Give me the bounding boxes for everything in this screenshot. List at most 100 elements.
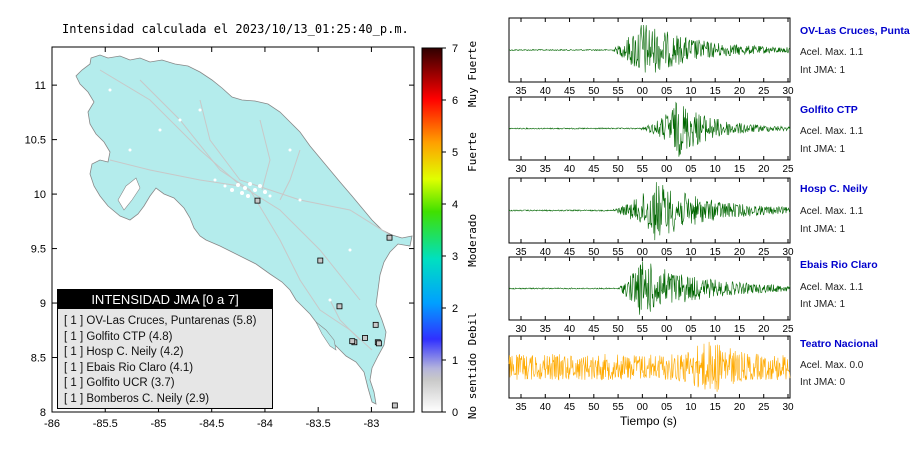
waveform-tick-label: 55 xyxy=(613,402,625,413)
waveform-tick-label: 25 xyxy=(758,86,770,97)
waveform-tick-label: 30 xyxy=(782,86,794,97)
waveform-tick-label: 00 xyxy=(637,247,649,258)
waveform-tick-label: 00 xyxy=(637,402,649,413)
waveform-trace xyxy=(508,341,791,392)
waveform-tick-label: 35 xyxy=(515,247,527,258)
waveform-trace xyxy=(508,101,791,157)
waveform-tick-label: 35 xyxy=(540,164,552,175)
station-int: Int JMA: 1 xyxy=(800,299,846,310)
intensity-legend: INTENSIDAD JMA [0 a 7] [ 1 ] OV-Las Cruc… xyxy=(57,289,273,409)
waveform-tick-label: 30 xyxy=(782,247,794,258)
colorbar-category-label: Moderado xyxy=(466,214,479,267)
map-y-tick-label: 8 xyxy=(40,407,46,419)
legend-list: [ 1 ] OV-Las Cruces, Puntarenas (5.8) [ … xyxy=(58,309,272,407)
map-y-tick-label: 9 xyxy=(40,298,46,310)
station-name: OV-Las Cruces, Puntarenas xyxy=(800,25,910,37)
station-marker xyxy=(349,338,356,345)
legend-title: INTENSIDAD JMA [0 a 7] xyxy=(58,290,272,309)
station-acel: Acel. Max. 0.0 xyxy=(800,360,864,371)
waveform-tick-label: 05 xyxy=(661,402,673,413)
city-dots xyxy=(108,88,352,302)
legend-item: [ 1 ] Golfito CTP (4.8) xyxy=(64,330,173,343)
waveform-tick-label: 15 xyxy=(734,164,746,175)
station-int: Int JMA: 1 xyxy=(800,224,846,235)
map-x-tick-label: -84.5 xyxy=(199,418,224,430)
waveform-tick-label: 45 xyxy=(564,247,576,258)
map-x-ticks: -86 -85.5 -85 -84.5 -84 -83.5 -83 xyxy=(44,47,379,430)
station-acel: Acel. Max. 1.1 xyxy=(800,282,864,293)
waveform-tick-label: 40 xyxy=(564,324,576,335)
waveform-tick-label: 20 xyxy=(758,164,770,175)
waveform-tick-label: 45 xyxy=(564,86,576,97)
waveform-tick-label: 20 xyxy=(734,402,746,413)
map-y-tick-label: 10.5 xyxy=(25,135,46,147)
waveform-tick-label: 50 xyxy=(588,86,600,97)
waveform-tick-label: 35 xyxy=(515,402,527,413)
colorbar-tick-label: 2 xyxy=(452,303,458,315)
colorbar-category-label: Fuerte xyxy=(466,132,479,172)
legend-item: [ 1 ] Ebais Rio Claro (4.1) xyxy=(64,361,194,374)
waveform-tick-label: 30 xyxy=(515,164,527,175)
station-acel: Acel. Max. 1.1 xyxy=(800,126,864,137)
legend-item: [ 1 ] Hosp C. Neily (4.2) xyxy=(64,346,184,358)
map-x-tick-label: -86 xyxy=(44,418,60,430)
waveform-tick-label: 45 xyxy=(564,402,576,413)
waveform-tick-label: 20 xyxy=(758,324,770,335)
station-marker xyxy=(372,321,379,328)
waveform-tick-label: 40 xyxy=(564,164,576,175)
colorbar xyxy=(421,47,443,413)
legend-item: [ 1 ] OV-Las Cruces, Puntarenas (5.8) xyxy=(64,315,257,327)
map-y-ticks: 8 8.5 9 9.5 10 10.5 11 xyxy=(25,80,414,419)
waveform-tick-label: 45 xyxy=(588,324,600,335)
waveform-tick-label: 55 xyxy=(613,86,625,97)
waveform-trace xyxy=(508,24,791,73)
waveform-tick-label: 10 xyxy=(710,324,722,335)
station-points xyxy=(254,197,398,409)
waveform-tick-label: 50 xyxy=(588,247,600,258)
map-title: Intensidad calculada el 2023/10/13_01:25… xyxy=(62,22,409,36)
station-name: Ebais Rio Claro xyxy=(800,259,878,271)
waveform-tick-label: 00 xyxy=(637,86,649,97)
waveform-tick-label: 55 xyxy=(613,247,625,258)
colorbar-category-label: Muy Fuerte xyxy=(466,41,479,107)
station-marker xyxy=(317,257,324,264)
colorbar-tick-label: 3 xyxy=(452,251,458,263)
map-y-tick-label: 10 xyxy=(34,189,46,201)
waveform-tick-label: 50 xyxy=(613,164,625,175)
waveform-tick-label: 50 xyxy=(613,324,625,335)
station-acel: Acel. Max. 1.1 xyxy=(800,47,864,58)
colorbar-category-label: No sentido xyxy=(466,353,479,419)
waveform-tick-label: 00 xyxy=(661,324,673,335)
station-int: Int JMA: 1 xyxy=(800,65,846,76)
legend-item: [ 1 ] Golfito UCR (3.7) xyxy=(64,377,175,389)
waveform-tick-label: 00 xyxy=(661,164,673,175)
waveform-tick-label: 15 xyxy=(710,247,722,258)
colorbar-tick-label: 6 xyxy=(452,95,458,107)
waveform-tick-label: 40 xyxy=(540,86,552,97)
waveform-tick-label: 25 xyxy=(758,247,770,258)
waveform-tick-label: 45 xyxy=(588,164,600,175)
waveform-tick-label: 15 xyxy=(710,402,722,413)
waveform-tick-label: 05 xyxy=(685,324,697,335)
station-name: Hosp C. Neily xyxy=(800,183,868,195)
waveform-tick-label: 30 xyxy=(515,324,527,335)
waveform-tick-label: 10 xyxy=(710,164,722,175)
colorbar-tick-label: 1 xyxy=(452,355,458,367)
waveform-tick-label: 55 xyxy=(637,324,649,335)
map-x-tick-label: -83 xyxy=(363,418,379,430)
station-marker xyxy=(336,303,343,310)
waveform-tick-label: 30 xyxy=(782,402,794,413)
costa-rica-land xyxy=(75,54,413,405)
waveform-panels: 35 40 45 50 55 00 05 10 15 20 25 30 30 35 40 45 50 55 00 05… xyxy=(508,17,794,413)
station-marker xyxy=(362,335,368,341)
station-int: Int JMA: 0 xyxy=(800,377,846,388)
colorbar-tick-label: 0 xyxy=(452,407,458,419)
map-y-tick-label: 9.5 xyxy=(31,244,46,256)
station-marker xyxy=(254,197,261,204)
nicoya-gulf xyxy=(117,177,141,211)
colorbar-tick-label: 7 xyxy=(452,43,458,55)
waveform-trace xyxy=(508,261,791,315)
road-network xyxy=(99,69,391,351)
waveform-tick-label: 35 xyxy=(540,324,552,335)
